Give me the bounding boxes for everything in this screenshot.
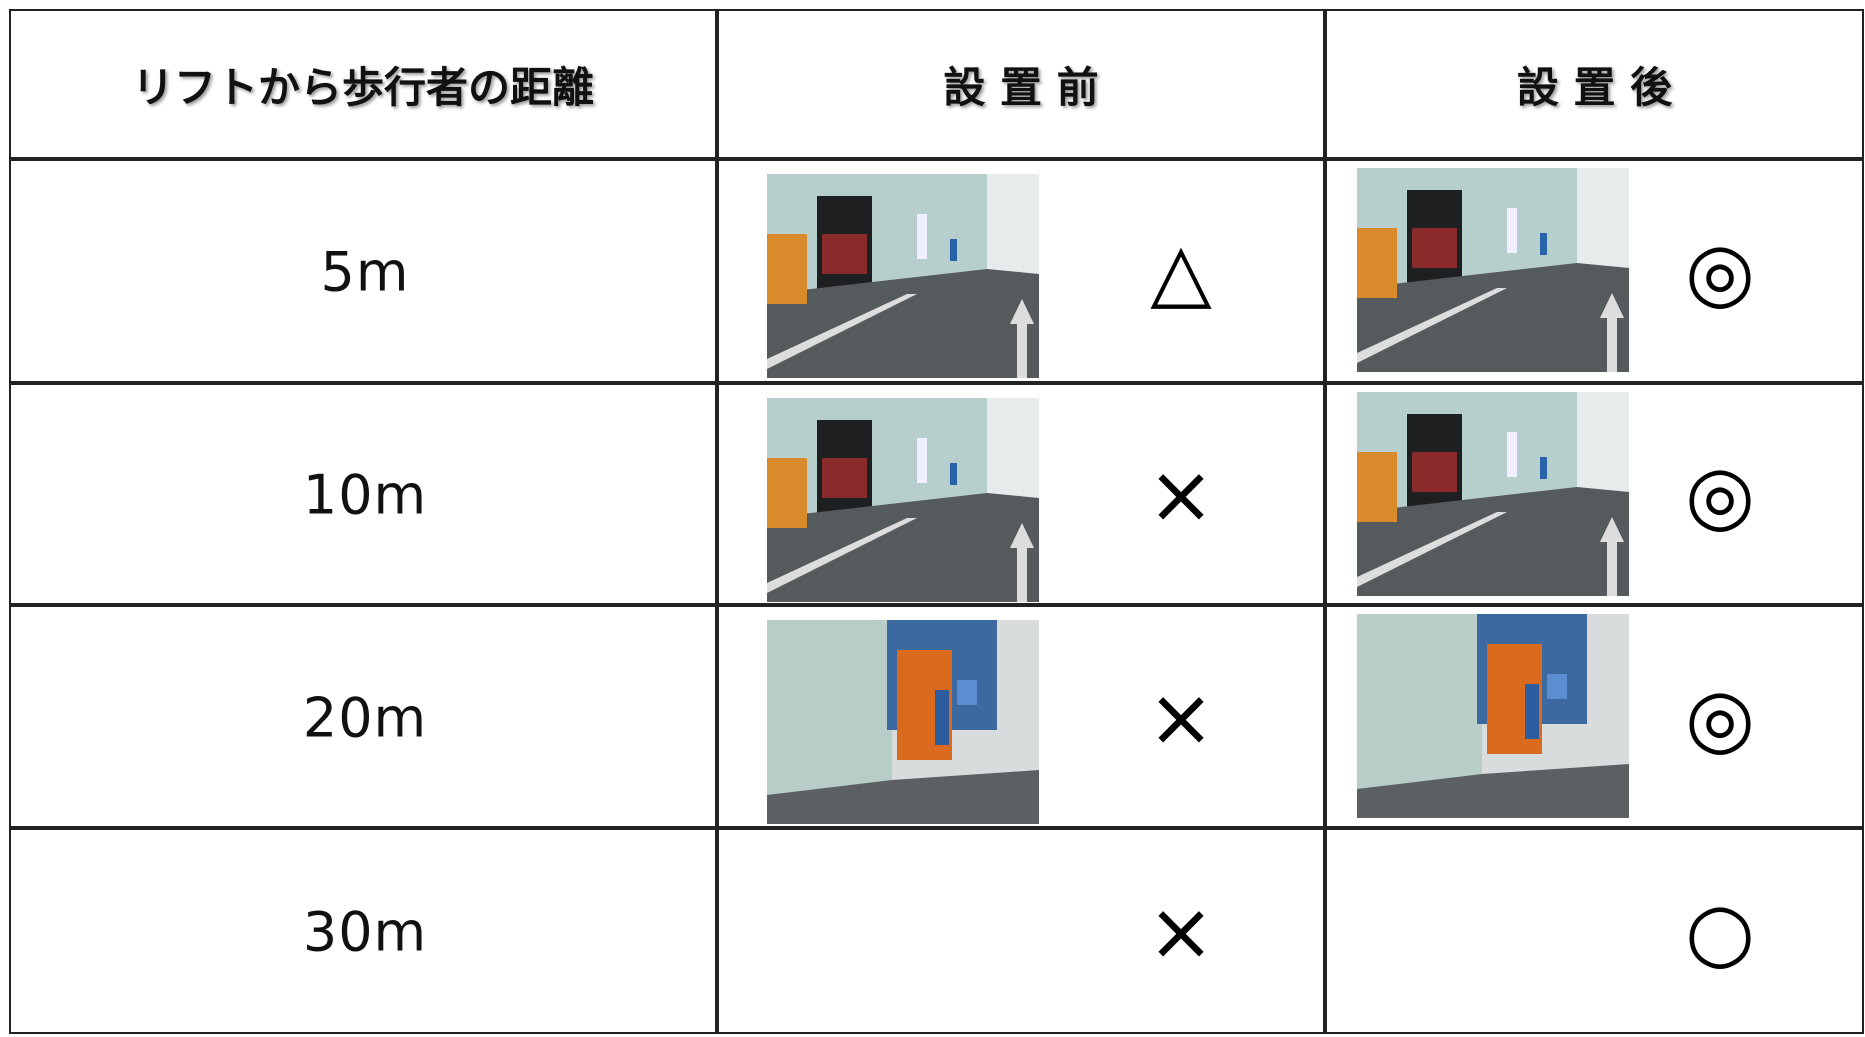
table-cell bbox=[717, 605, 1325, 828]
rating-before: × bbox=[1147, 885, 1215, 978]
table-cell bbox=[717, 159, 1325, 383]
rating-after: ○ bbox=[1685, 885, 1755, 978]
photo bbox=[767, 174, 1039, 378]
table-cell bbox=[717, 828, 1325, 1034]
table-cell bbox=[1325, 828, 1864, 1034]
table-cell bbox=[9, 605, 717, 828]
rating-before: × bbox=[1147, 448, 1215, 541]
photo bbox=[1357, 614, 1629, 818]
table-cell bbox=[9, 828, 717, 1034]
rating-before: × bbox=[1147, 670, 1215, 764]
header-cell: 設 置 前 bbox=[717, 9, 1325, 159]
header-cell: 設 置 後 bbox=[1325, 9, 1864, 159]
photo bbox=[1357, 168, 1629, 372]
distance: 5m bbox=[320, 240, 410, 304]
table-cell bbox=[1325, 159, 1864, 383]
rating-after: ◎ bbox=[1685, 670, 1755, 764]
photo bbox=[1357, 392, 1629, 596]
rating-before: △ bbox=[1150, 225, 1212, 318]
table-cell bbox=[1325, 605, 1864, 828]
table-cell bbox=[717, 383, 1325, 605]
table-cell bbox=[1325, 383, 1864, 605]
distance: 20m bbox=[302, 686, 428, 749]
header-cell: リフトから歩行者の距離 bbox=[9, 9, 717, 159]
table-cell bbox=[9, 383, 717, 605]
table-cell bbox=[9, 159, 717, 383]
rating-after: ◎ bbox=[1685, 448, 1755, 541]
distance: 30m bbox=[302, 900, 428, 964]
rating-after: ◎ bbox=[1685, 225, 1755, 318]
photo bbox=[767, 398, 1039, 602]
distance: 10m bbox=[302, 463, 428, 527]
photo bbox=[767, 620, 1039, 824]
